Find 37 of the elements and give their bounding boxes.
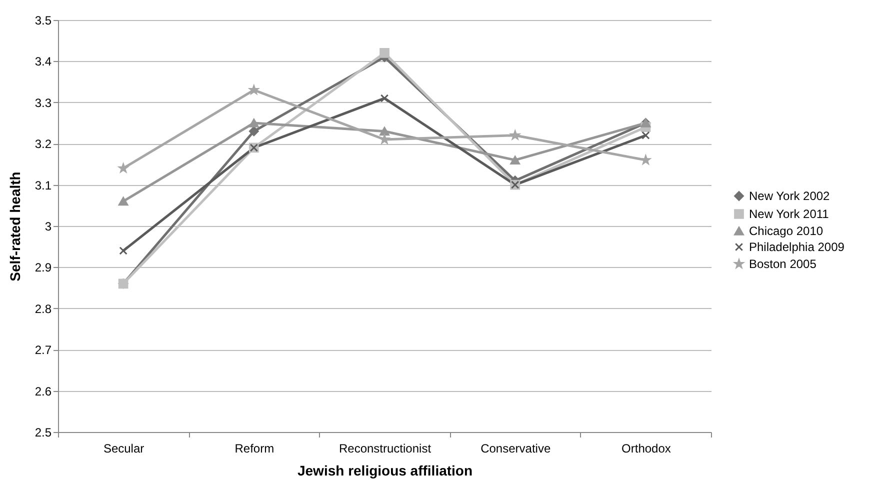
legend-label: New York 2002 — [749, 189, 830, 203]
point — [510, 130, 520, 140]
point — [118, 163, 128, 172]
y-tick-label: 2.8 — [34, 302, 52, 316]
x-tick-label: Secular — [103, 442, 144, 456]
legend-label: Chicago 2010 — [749, 224, 824, 238]
y-tick-label: 3.4 — [34, 54, 52, 69]
point — [119, 246, 128, 255]
x-tick-label: Conservative — [480, 442, 551, 456]
legend-label: Boston 2005 — [749, 257, 817, 271]
point — [380, 94, 389, 102]
y-tick-label: 3.2 — [34, 137, 52, 152]
point — [249, 85, 259, 94]
point — [380, 134, 390, 144]
point — [380, 126, 390, 136]
point — [640, 155, 650, 164]
x-tick-label: Reconstructionist — [338, 442, 432, 456]
y-tick-label: 3.3 — [34, 96, 52, 110]
y-tick-label: 2.6 — [34, 384, 52, 398]
point — [380, 48, 390, 58]
x-axis-title: Jewish religious affiliation — [297, 462, 473, 478]
y-axis-title: Self-rated health — [6, 172, 23, 282]
y-tick-label: 2.5 — [34, 426, 52, 440]
point — [642, 131, 650, 140]
point — [510, 156, 520, 164]
y-tick-label: 2.9 — [34, 260, 52, 275]
point — [248, 118, 259, 128]
x-tick-label: Reform — [234, 442, 274, 456]
legend-label: Philadelphia 2009 — [749, 240, 845, 254]
y-tick-label: 3.5 — [34, 14, 52, 28]
x-tick-label: Orthodox — [622, 442, 671, 456]
point — [118, 196, 128, 206]
y-tick-label: 3.1 — [34, 178, 52, 192]
y-tick-label: 3 — [44, 220, 52, 234]
y-tick-label: 2.7 — [34, 343, 52, 358]
point — [248, 126, 259, 136]
legend-label: New York 2011 — [749, 207, 830, 221]
